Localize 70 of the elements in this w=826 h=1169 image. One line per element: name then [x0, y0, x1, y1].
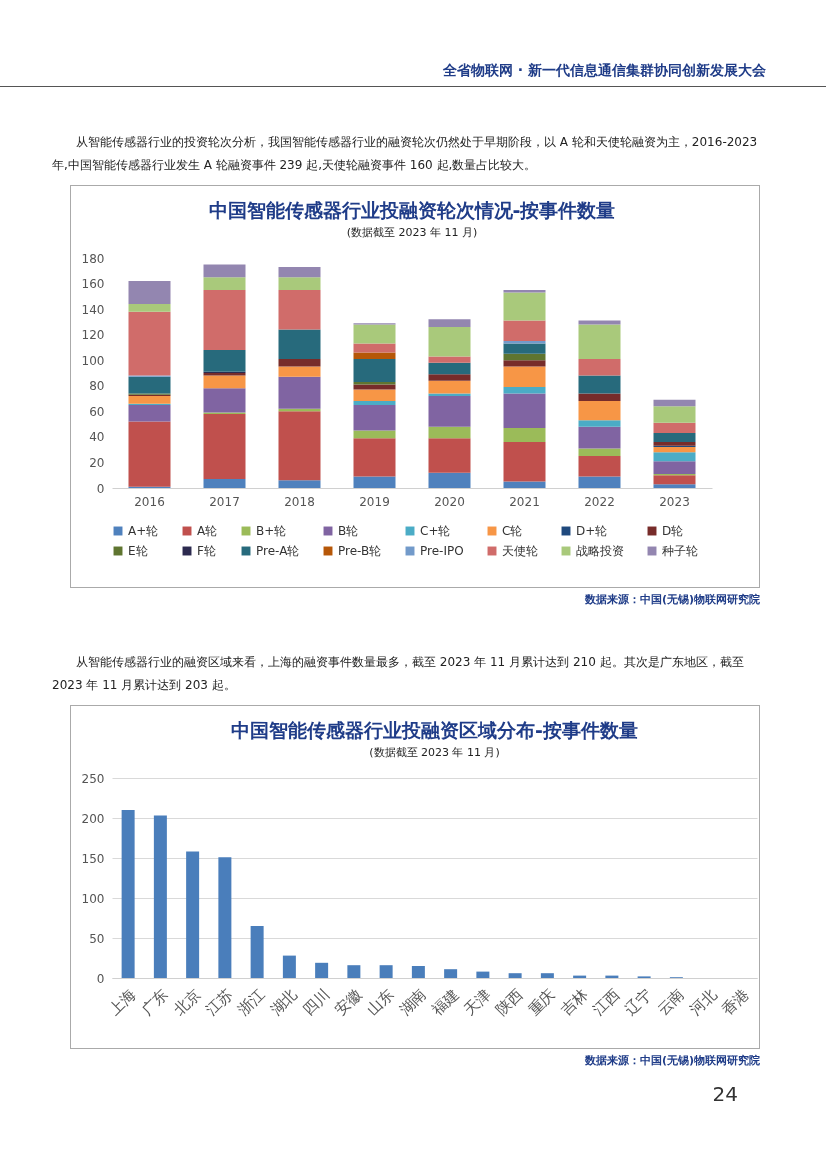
x-tick-label: 辽宁	[621, 985, 656, 1020]
x-tick-label: 2022	[584, 494, 615, 509]
x-tick-label: 2023	[659, 494, 690, 509]
y-tick-label: 100	[81, 353, 105, 368]
y-tick-label: 40	[89, 430, 105, 445]
x-tick-label: 四川	[299, 985, 333, 1020]
x-tick-label: 江西	[589, 985, 624, 1020]
x-tick-label: 湖南	[395, 985, 430, 1020]
x-tick-label: 2016	[134, 494, 165, 509]
x-tick-label: 重庆	[524, 985, 559, 1020]
x-tick-label: 2021	[509, 494, 540, 509]
legend-label: B轮	[338, 524, 359, 538]
x-tick-label: 吉林	[557, 985, 591, 1020]
y-tick-label: 60	[89, 404, 105, 419]
x-tick-label: 湖北	[266, 985, 301, 1020]
legend-label: F轮	[197, 544, 216, 558]
source-note: 数据来源：中国(无锡)物联网研究院	[583, 1053, 760, 1068]
x-tick-label: 上海	[105, 985, 140, 1020]
legend-label: Pre-A轮	[256, 544, 300, 558]
text: 24	[711, 1082, 738, 1106]
y-tick-label: 120	[81, 328, 105, 343]
legend-label: E轮	[128, 544, 148, 558]
chart-title: 中国智能传感器行业投融资区域分布-按事件数量	[231, 719, 638, 741]
x-tick-label: 2019	[359, 494, 390, 509]
y-tick-label: 200	[81, 811, 105, 826]
x-tick-label: 江苏	[202, 985, 237, 1020]
x-tick-label: 广东	[137, 985, 172, 1020]
x-tick-label: 2018	[284, 494, 315, 509]
legend-label: D+轮	[576, 524, 608, 538]
legend-label: Pre-IPO	[420, 544, 464, 558]
y-tick-label: 50	[89, 931, 105, 946]
x-tick-label: 河北	[686, 985, 720, 1020]
x-tick-label: 2017	[209, 494, 240, 509]
legend-label: B+轮	[256, 524, 287, 538]
source-note: 数据来源：中国(无锡)物联网研究院	[583, 592, 760, 607]
x-tick-label: 北京	[170, 985, 204, 1020]
y-tick-label: 180	[81, 251, 105, 266]
y-tick-label: 160	[81, 277, 105, 292]
x-tick-label: 香港	[718, 985, 753, 1020]
x-tick-label: 山东	[363, 985, 398, 1020]
y-tick-label: 0	[96, 971, 105, 986]
x-tick-label: 陕西	[492, 985, 527, 1020]
x-tick-label: 浙江	[234, 985, 269, 1020]
legend-label: A轮	[197, 524, 218, 538]
legend-label: Pre-B轮	[338, 544, 382, 558]
x-tick-label: 安徽	[331, 985, 366, 1020]
legend-label: C轮	[502, 524, 523, 538]
y-tick-label: 140	[81, 302, 105, 317]
y-tick-label: 20	[89, 455, 105, 470]
y-tick-label: 80	[89, 379, 105, 394]
legend-label: D轮	[662, 524, 684, 538]
text: 全省物联网 · 新一代信息通信集群协同创新发展大会	[441, 62, 766, 80]
y-tick-label: 0	[96, 481, 105, 496]
chart-subtitle: (数据截至 2023 年 11 月)	[346, 226, 478, 239]
x-tick-label: 天津	[460, 985, 495, 1020]
x-tick-label: 2020	[434, 494, 465, 509]
legend-label: C+轮	[420, 524, 451, 538]
chart-title: 中国智能传感器行业投融资轮次情况-按事件数量	[208, 199, 616, 221]
x-tick-label: 福建	[428, 985, 462, 1020]
text: 从智能传感器行业的融资区域来看，上海的融资事件数量最多，截至 2023 年 11 月累计达到 210 起。其次是广东地区，截至 2023 年 11 月累计达到 203 起。	[52, 654, 745, 694]
chart-subtitle: (数据截至 2023 年 11 月)	[369, 746, 500, 759]
legend-label: 天使轮	[502, 544, 538, 558]
legend-label: 种子轮	[662, 544, 698, 558]
x-tick-label: 云南	[653, 985, 688, 1020]
legend-label: A+轮	[128, 524, 159, 538]
text: 从智能传感器行业的投资轮次分析，我国智能传感器行业的融资轮次仍然处于早期阶段，以 A 轮和天使轮融资为主，2016-2023 年,中国智能传感器行业发生 A 轮融资事件 239 起,天使轮融资事件 160 起,数量占比较大。	[52, 134, 759, 174]
y-tick-label: 250	[81, 771, 105, 786]
legend-label: 战略投资	[576, 544, 624, 558]
y-tick-label: 100	[81, 891, 105, 906]
y-tick-label: 150	[81, 851, 105, 866]
